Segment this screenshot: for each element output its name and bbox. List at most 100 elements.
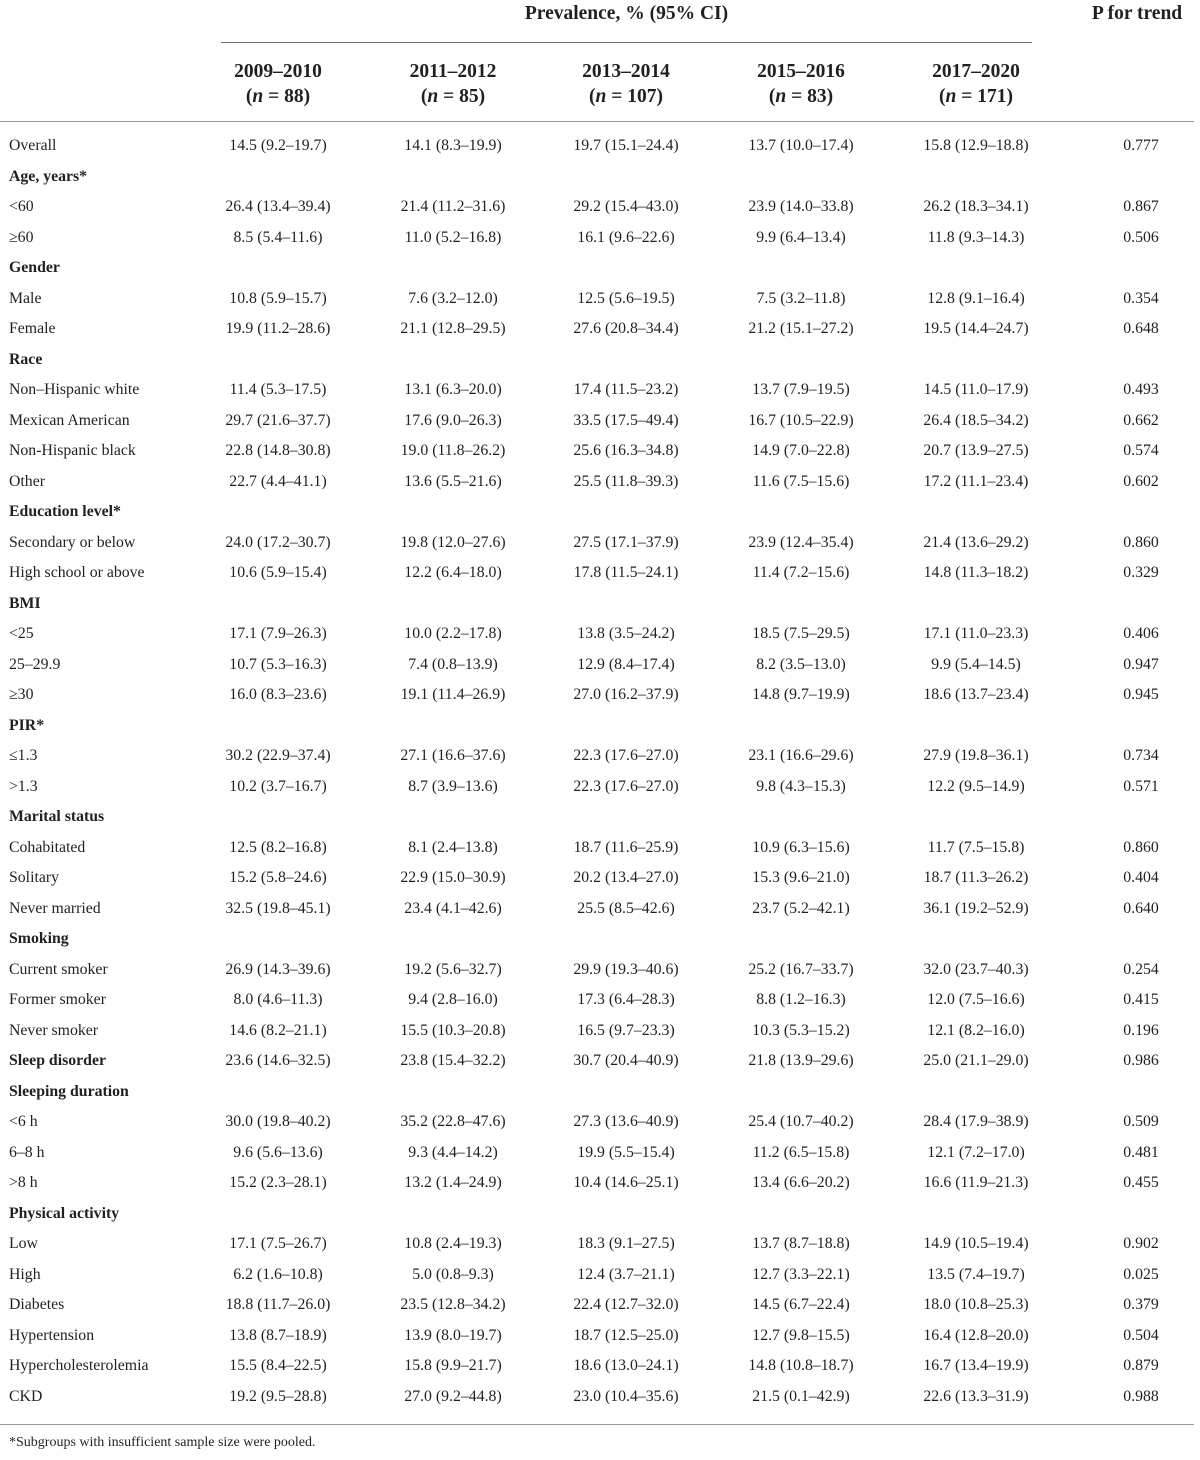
column-sample-size: (n = 171) xyxy=(939,86,1013,107)
prevalence-cell: 27.5 (17.1–37.9) xyxy=(573,533,679,551)
prevalence-cell: 22.4 (12.7–32.0) xyxy=(573,1296,679,1313)
prevalence-cell: 11.4 (5.3–17.5) xyxy=(229,381,327,398)
prevalence-cell: 30.7 (20.4–40.9) xyxy=(573,1052,679,1069)
row-label: Physical activity xyxy=(9,1204,120,1222)
row-label: <25 xyxy=(9,625,34,642)
table-row: Hypertension 13.8 (8.7–18.9) 13.9 (8.0–19.… xyxy=(0,1321,1194,1352)
prevalence-cell: 11.7 (7.5–15.8) xyxy=(927,838,1025,856)
row-label: Sleep disorder xyxy=(9,1052,106,1069)
table-row: <60 26.4 (13.4–39.4) 21.4 (11.2–31.6) 29.2 … xyxy=(0,192,1194,223)
prevalence-cell: 23.7 (5.2–42.1) xyxy=(752,899,850,917)
prevalence-cell: 21.4 (13.6–29.2) xyxy=(923,533,1029,551)
prevalence-cell: 15.8 (12.9–18.8) xyxy=(923,137,1029,154)
prevalence-cell: 14.8 (10.8–18.7) xyxy=(748,1357,854,1374)
prevalence-cell: 22.6 (13.3–31.9) xyxy=(923,1387,1029,1405)
prevalence-cell: 27.3 (13.6–40.9) xyxy=(573,1113,679,1130)
row-label: CKD xyxy=(9,1387,43,1405)
table-row: ≥60 8.5 (5.4–11.6) 11.0 (5.2–16.8) 16.1 (9.… xyxy=(0,223,1194,254)
p-trend-cell: 0.481 xyxy=(1123,1143,1159,1161)
row-label: 6–8 h xyxy=(9,1143,45,1161)
prevalence-cell: 33.5 (17.5–49.4) xyxy=(573,411,679,429)
row-label: Non-Hispanic black xyxy=(9,442,136,459)
column-period: 2017–2020 xyxy=(932,61,1020,82)
prevalence-cell: 10.6 (5.9–15.4) xyxy=(229,564,327,581)
table-row: Low 17.1 (7.5–26.7) 10.8 (2.4–19.3) 18.3 (9… xyxy=(0,1229,1194,1260)
prevalence-cell: 22.3 (17.6–27.0) xyxy=(573,777,679,795)
p-trend-cell: 0.504 xyxy=(1123,1326,1159,1344)
row-label: Hypertension xyxy=(9,1326,95,1344)
prevalence-cell: 15.8 (9.9–21.7) xyxy=(404,1357,502,1374)
prevalence-cell: 18.7 (11.3–26.2) xyxy=(923,869,1029,886)
prevalence-cell: 9.9 (5.4–14.5) xyxy=(931,655,1021,673)
prevalence-cell: 32.5 (19.8–45.1) xyxy=(225,899,331,917)
row-label: 25–29.9 xyxy=(9,655,61,673)
prevalence-cell: 18.8 (11.7–26.0) xyxy=(225,1296,331,1313)
prevalence-cell: 36.1 (19.2–52.9) xyxy=(923,899,1029,917)
row-label: Sleeping duration xyxy=(9,1082,129,1100)
p-trend-cell: 0.415 xyxy=(1123,991,1159,1008)
column-header-2011-2012: 2011–2012 (n = 85) xyxy=(365,59,541,109)
table-row: Overall 14.5 (9.2–19.7) 14.1 (8.3–19.9) 19.… xyxy=(0,131,1194,162)
column-sample-size: (n = 88) xyxy=(245,86,311,107)
prevalence-cell: 18.5 (7.5–29.5) xyxy=(752,625,850,642)
prevalence-cell: 17.2 (11.1–23.4) xyxy=(923,472,1029,490)
prevalence-cell: 10.4 (14.6–25.1) xyxy=(573,1174,679,1191)
column-sample-size: (n = 83) xyxy=(768,86,834,107)
table-row: BMI xyxy=(0,589,1194,620)
prevalence-cell: 22.8 (14.8–30.8) xyxy=(225,442,331,459)
prevalence-cell: 26.4 (13.4–39.4) xyxy=(225,198,331,215)
prevalence-cell: 14.1 (8.3–19.9) xyxy=(404,137,502,154)
p-trend-cell: 0.777 xyxy=(1123,137,1159,154)
column-period: 2009–2010 xyxy=(234,61,322,82)
table-row: ≤1.3 30.2 (22.9–37.4) 27.1 (16.6–37.6) 22.3… xyxy=(0,741,1194,772)
prevalence-cell: 22.7 (4.4–41.1) xyxy=(229,472,327,490)
prevalence-cell: 18.6 (13.0–24.1) xyxy=(573,1357,679,1374)
row-label: ≥30 xyxy=(9,686,34,703)
prevalence-cell: 11.8 (9.3–14.3) xyxy=(927,228,1025,246)
prevalence-cell: 35.2 (22.8–47.6) xyxy=(400,1113,506,1130)
prevalence-cell: 29.7 (21.6–37.7) xyxy=(225,411,331,429)
prevalence-cell: 23.4 (4.1–42.6) xyxy=(404,899,502,917)
column-sample-size: (n = 107) xyxy=(589,86,663,107)
p-trend-cell: 0.025 xyxy=(1123,1265,1159,1283)
prevalence-cell: 15.2 (5.8–24.6) xyxy=(229,869,327,886)
table-row: Other 22.7 (4.4–41.1) 13.6 (5.5–21.6) 25.5 … xyxy=(0,467,1194,498)
column-header-2015-2016: 2015–2016 (n = 83) xyxy=(713,59,889,109)
row-label: Non–Hispanic white xyxy=(9,381,140,398)
table-row: Physical activity xyxy=(0,1199,1194,1230)
p-trend-cell: 0.404 xyxy=(1123,869,1159,886)
prevalence-cell: 17.1 (11.0–23.3) xyxy=(923,625,1029,642)
prevalence-cell: 17.1 (7.5–26.7) xyxy=(229,1235,327,1252)
row-label: Male xyxy=(9,289,42,307)
prevalence-cell: 14.5 (9.2–19.7) xyxy=(229,137,327,154)
prevalence-cell: 25.0 (21.1–29.0) xyxy=(923,1052,1029,1069)
column-sample-size: (n = 85) xyxy=(420,86,486,107)
prevalence-cell: 16.6 (11.9–21.3) xyxy=(923,1174,1029,1191)
row-label: Hypercholesterolemia xyxy=(9,1357,149,1374)
prevalence-cell: 8.7 (3.9–13.6) xyxy=(408,777,498,795)
prevalence-cell: 12.5 (5.6–19.5) xyxy=(577,289,675,307)
prevalence-cell: 23.9 (14.0–33.8) xyxy=(748,198,854,215)
prevalence-cell: 23.9 (12.4–35.4) xyxy=(748,533,854,551)
p-trend-cell: 0.947 xyxy=(1123,655,1159,673)
row-label: Low xyxy=(9,1235,38,1252)
row-label: >1.3 xyxy=(9,777,38,795)
p-trend-cell: 0.879 xyxy=(1123,1357,1159,1374)
table-row: Race xyxy=(0,345,1194,376)
prevalence-cell: 25.4 (10.7–40.2) xyxy=(748,1113,854,1130)
table-row: Male 10.8 (5.9–15.7) 7.6 (3.2–12.0) 12.5 (5… xyxy=(0,284,1194,315)
row-label: Smoking xyxy=(9,930,69,947)
prevalence-cell: 8.0 (4.6–11.3) xyxy=(233,991,323,1008)
table-row: Diabetes 18.8 (11.7–26.0) 23.5 (12.8–34.2)… xyxy=(0,1290,1194,1321)
table-body: Overall 14.5 (9.2–19.7) 14.1 (8.3–19.9) 19.… xyxy=(0,131,1194,1412)
p-trend-cell: 0.602 xyxy=(1123,472,1159,490)
row-label: High school or above xyxy=(9,564,145,581)
prevalence-cell: 11.0 (5.2–16.8) xyxy=(404,228,502,246)
prevalence-cell: 21.5 (0.1–42.9) xyxy=(752,1387,850,1405)
table-row: Hypercholesterolemia 15.5 (8.4–22.5) 15.8 … xyxy=(0,1351,1194,1382)
prevalence-cell: 21.2 (15.1–27.2) xyxy=(748,320,854,337)
prevalence-cell: 8.1 (2.4–13.8) xyxy=(408,838,498,856)
column-period: 2013–2014 xyxy=(582,61,670,82)
row-label: Current smoker xyxy=(9,960,108,978)
prevalence-cell: 23.0 (10.4–35.6) xyxy=(573,1387,679,1405)
